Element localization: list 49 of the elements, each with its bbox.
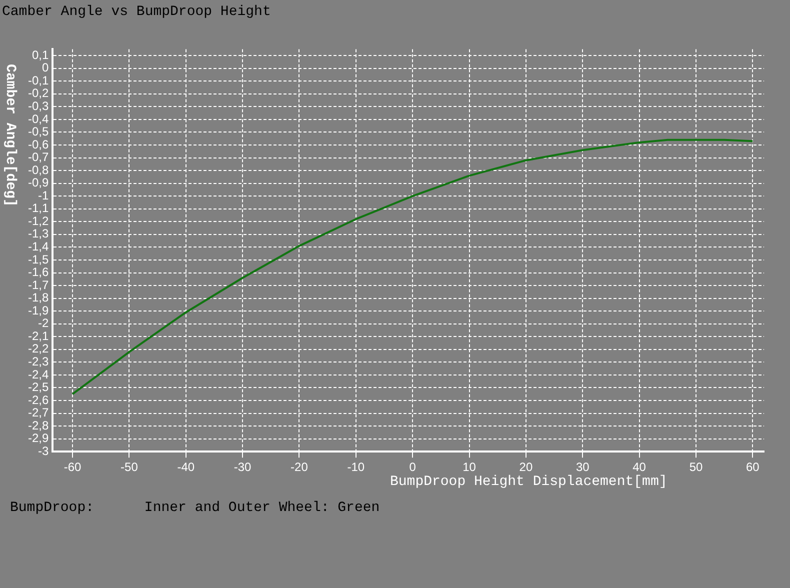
y-tick-label: -1,4: [28, 240, 49, 254]
x-tick-label: 50: [689, 460, 703, 474]
y-tick-label: -1,6: [28, 265, 49, 280]
x-tick-label: -60: [64, 460, 82, 474]
x-tick-label: 20: [519, 460, 533, 474]
x-tick-label: 0: [409, 460, 416, 474]
y-tick-label: -2,5: [28, 380, 49, 394]
x-tick-label: -50: [120, 460, 138, 474]
y-tick-label: -1,9: [28, 303, 49, 318]
y-tick-label: -1,2: [28, 214, 49, 228]
x-tick-label: -10: [347, 460, 365, 474]
x-tick-label: 40: [632, 460, 646, 474]
y-tick-label: -1,8: [28, 290, 49, 305]
x-tick-label: 10: [462, 460, 476, 474]
y-tick-label: -2,4: [28, 367, 49, 382]
x-tick-label: 60: [746, 460, 760, 474]
y-tick-label: -0,2: [28, 86, 49, 100]
chart-title: Camber Angle vs BumpDroop Height: [2, 4, 271, 20]
y-tick-label: -2,1: [28, 328, 49, 343]
x-tick-label: -20: [290, 460, 308, 474]
y-tick-label: -3: [38, 444, 49, 458]
y-tick-label: -2,7: [28, 406, 49, 420]
y-tick-label: -0,1: [28, 73, 49, 88]
y-tick-label: -1,1: [28, 201, 49, 216]
y-tick-label: -2: [38, 316, 49, 330]
y-tick-label: -1,7: [28, 278, 49, 292]
y-axis-title: Camber Angle[deg]: [2, 64, 18, 207]
y-tick-label: -0,5: [28, 124, 49, 139]
y-tick-label: 0: [42, 60, 49, 75]
y-tick-label: -1,5: [28, 252, 49, 266]
x-tick-label: -30: [234, 460, 252, 474]
y-tick-label: -0,9: [28, 176, 49, 190]
y-tick-label: -1: [38, 188, 49, 202]
y-tick-label: -2,6: [28, 392, 49, 407]
y-tick-label: -0,3: [28, 99, 49, 113]
x-tick-label: -40: [177, 460, 195, 474]
text: BumpDroop: Inner and Outer Wheel: Green: [10, 500, 380, 516]
y-tick-label: -2,9: [28, 431, 49, 446]
y-tick-label: -2,2: [28, 342, 49, 356]
x-tick-label: 30: [576, 460, 590, 474]
y-tick-label: -0,8: [28, 162, 49, 177]
y-tick-label: 0,1: [32, 48, 49, 62]
y-tick-label: -2,8: [28, 418, 49, 432]
x-axis-title: BumpDroop Height Displacement[mm]: [390, 474, 668, 490]
y-tick-label: -0,7: [28, 150, 49, 164]
y-tick-label: -0,6: [28, 137, 49, 152]
y-tick-label: -2,3: [28, 354, 49, 368]
y-tick-label: -0,4: [28, 112, 49, 126]
y-tick-label: -1,3: [28, 226, 49, 241]
